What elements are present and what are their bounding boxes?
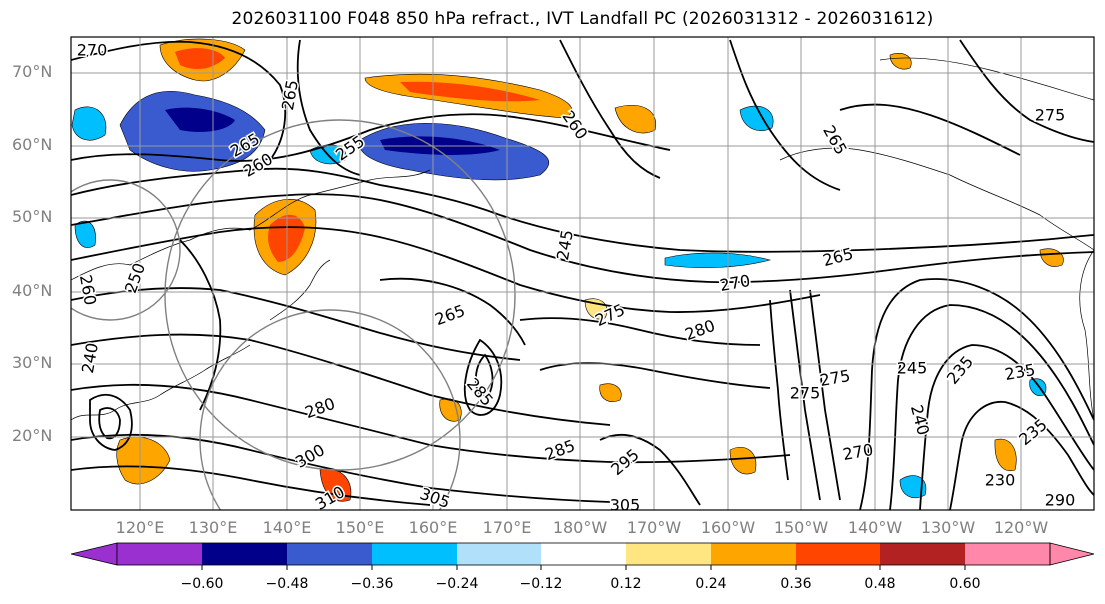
- contour-label: 270: [77, 41, 108, 60]
- lat-label: 30°N: [12, 353, 53, 372]
- anomaly-patch-negative: [664, 252, 772, 269]
- contour-label: 235: [1003, 360, 1036, 384]
- lon-label: 140°E: [262, 518, 312, 537]
- colorbar-tick-label: 0.48: [864, 576, 896, 592]
- anomaly-patch-negative: [74, 220, 96, 248]
- colorbar-tick-label: 0.36: [780, 576, 812, 592]
- contour-label: 230: [985, 471, 1016, 490]
- contour-label: 275: [1035, 106, 1066, 125]
- lat-label: 70°N: [12, 62, 53, 81]
- anomaly-patch-negative: [165, 107, 235, 132]
- colorbar-bin: [287, 543, 372, 565]
- colorbar-tick-label: −0.48: [265, 576, 309, 592]
- lat-label: 60°N: [12, 135, 53, 154]
- gridlines: [71, 37, 1094, 510]
- colorbar-bin: [626, 543, 711, 565]
- contour-label: 290: [1045, 491, 1076, 510]
- landfall-circles: [71, 119, 516, 510]
- colorbar-tick-label: −0.24: [435, 576, 479, 592]
- lat-label: 20°N: [12, 426, 53, 445]
- lon-label: 160°E: [408, 518, 458, 537]
- contour-label: 275: [790, 384, 821, 403]
- lon-label: 120°W: [993, 518, 1049, 537]
- anomaly-patch-positive: [729, 446, 757, 475]
- lon-label: 140°W: [847, 518, 903, 537]
- lon-label: 150°E: [335, 518, 385, 537]
- lon-label: 160°W: [700, 518, 756, 537]
- lat-label: 50°N: [12, 207, 53, 226]
- colorbar-over-arrow: [1049, 542, 1095, 566]
- colorbar-bin: [372, 543, 457, 565]
- colorbar-bin: [202, 543, 287, 565]
- anomaly-patch-positive: [889, 53, 912, 70]
- colorbar-bin: [541, 543, 626, 565]
- anomaly-patch-positive: [994, 438, 1017, 472]
- map-frame: [70, 36, 1095, 511]
- anomaly-patch-negative: [71, 106, 107, 141]
- lon-label: 130°W: [920, 518, 976, 537]
- coastlines: [71, 57, 1094, 421]
- colorbar-tick-label: 0.12: [610, 576, 642, 592]
- lon-label: 180°W: [552, 518, 608, 537]
- refractivity-contours: [71, 39, 1094, 510]
- colorbar-bin: [965, 543, 1050, 565]
- colorbar-bin: [117, 543, 202, 565]
- anomaly-patch-positive: [400, 81, 540, 102]
- colorbar-bin: [796, 543, 880, 565]
- contour-label: 305: [610, 496, 641, 515]
- contour-label: 245: [897, 359, 928, 378]
- anomaly-patch-positive: [116, 436, 171, 485]
- colorbar-bin: [880, 543, 965, 565]
- colorbar: [70, 542, 1095, 570]
- lat-label: 40°N: [12, 281, 53, 300]
- colorbar-tick-label: −0.36: [350, 576, 394, 592]
- colorbar-bin: [457, 543, 541, 565]
- colorbar-tick-label: −0.12: [519, 576, 563, 592]
- anomaly-patch-negative: [899, 475, 927, 499]
- anomaly-patch-positive: [614, 104, 657, 134]
- lon-label: 120°E: [115, 518, 165, 537]
- lon-label: 170°E: [482, 518, 532, 537]
- lon-label: 170°W: [626, 518, 682, 537]
- anomaly-patch-positive: [599, 383, 622, 402]
- lon-label: 150°W: [773, 518, 829, 537]
- colorbar-tick-label: 0.60: [949, 576, 981, 592]
- lon-label: 130°E: [188, 518, 238, 537]
- colorbar-tick-label: 0.24: [695, 576, 727, 592]
- map-title: 2026031100 F048 850 hPa refract., IVT La…: [231, 9, 934, 29]
- colorbar-tick-label: −0.60: [180, 576, 224, 592]
- colorbar-frame: [116, 542, 1051, 566]
- colorbar-under-arrow: [70, 542, 118, 566]
- colorbar-bin: [711, 543, 796, 565]
